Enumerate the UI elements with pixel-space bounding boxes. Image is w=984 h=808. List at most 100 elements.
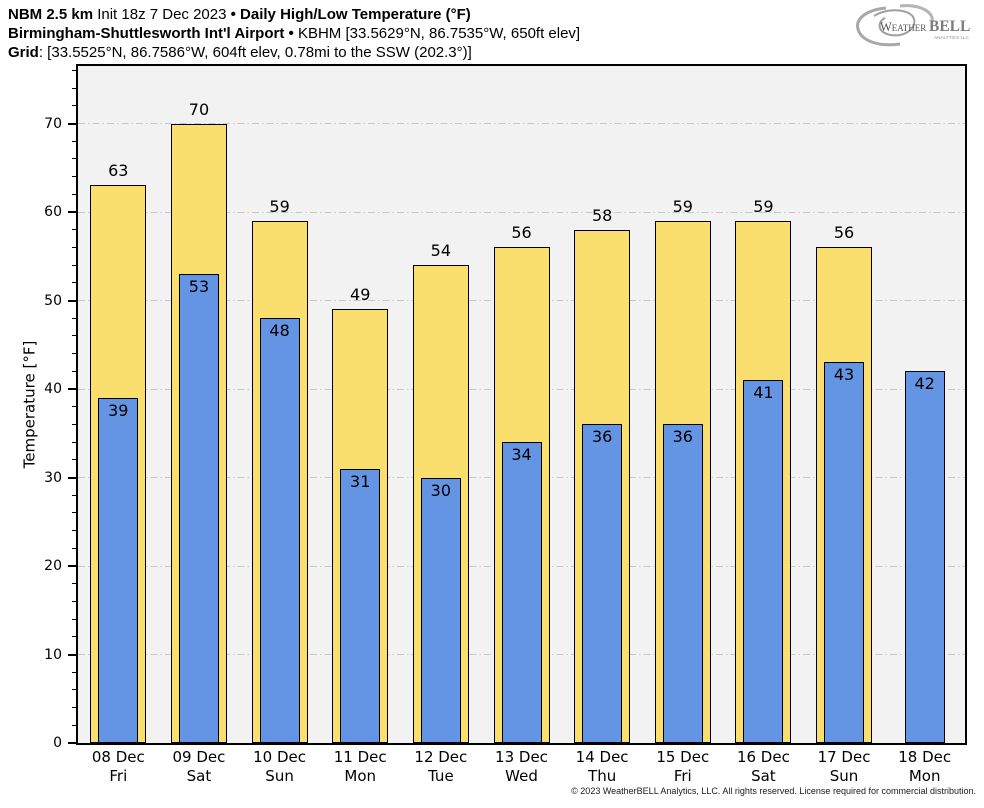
x-category-label: 16 Dec Sat [723,748,803,786]
swirl-icon [856,4,934,47]
y-minor-tick [72,229,76,231]
low-value-label: 41 [753,383,774,403]
x-label-date: 14 Dec [575,748,629,766]
x-label-day: Sat [751,767,776,785]
header-text-segment: Daily High/Low Temperature (°F) [240,6,471,23]
x-label-date: 15 Dec [656,748,710,766]
y-minor-tick [72,317,76,319]
header-text-segment: • [288,25,298,42]
x-label-date: 18 Dec [898,748,952,766]
x-category-label: 12 Dec Tue [401,748,481,786]
high-value-label: 54 [430,241,452,261]
y-minor-tick [72,158,76,160]
y-tick-label: 10 [44,646,62,663]
y-minor-tick [72,724,76,726]
y-minor-tick [72,618,76,620]
y-minor-tick [72,246,76,248]
y-tick-label: 50 [44,292,62,309]
high-value-label: 59 [269,196,290,216]
low-value-label: 48 [269,321,290,341]
y-minor-tick [72,423,76,425]
x-category-label: 10 Dec Sun [240,748,320,786]
low-bar [904,371,945,743]
y-minor-tick [72,282,76,284]
low-bar [824,362,865,743]
y-minor-tick [72,353,76,355]
y-minor-tick [72,193,76,195]
x-category-label: 18 Dec Mon [885,748,965,786]
y-minor-tick [72,87,76,89]
high-value-label: 59 [753,196,774,216]
low-bar [582,424,623,743]
y-minor-tick [72,335,76,337]
y-tick-label: 0 [53,735,62,751]
x-label-day: Wed [505,767,538,785]
y-tick-label: 60 [44,204,62,221]
x-category-label: 08 Dec Fri [78,748,158,786]
header-line-2: Birmingham-Shuttlesworth Int'l Airport •… [8,24,580,43]
y-minor-tick [72,707,76,709]
low-value-label: 42 [914,374,935,394]
low-bar [420,477,461,743]
y-major-tick [68,122,76,125]
x-label-date: 16 Dec [736,748,790,766]
low-bar [340,468,381,743]
y-minor-tick [72,530,76,532]
y-major-tick [68,388,76,390]
x-label-day: Sun [265,767,294,785]
low-bar [501,442,542,743]
header-text-segment: KBHM [33.5629°N, 86.7535°W, 650ft elev] [297,25,581,42]
y-minor-tick [72,69,76,71]
y-minor-tick [72,140,76,142]
x-label-date: 09 Dec [172,748,226,766]
low-value-label: 36 [672,427,693,447]
x-label-day: Mon [344,767,377,785]
logo-sub-text: ANALYTICS LLC [934,35,970,40]
weatherbell-logo: Weather BELL ANALYTICS LLC [856,4,970,47]
y-minor-tick [72,459,76,461]
plot-area: 63 39 70 53 59 48 49 31 54 30 56 34 58 36 59 36 59 41 56 43… [76,64,967,745]
y-major-tick [68,299,76,302]
y-major-tick [68,742,76,744]
y-minor-tick [72,547,76,549]
grid-line-70 [78,123,965,125]
high-value-label: 49 [350,285,371,305]
y-minor-tick [72,176,76,178]
high-value-label: 63 [108,161,129,181]
grid-line-60 [78,211,965,213]
y-minor-tick [72,264,76,266]
y-tick-label: 70 [44,115,62,132]
y-minor-tick [72,689,76,691]
low-value-label: 34 [511,445,532,465]
x-label-date: 13 Dec [495,748,548,766]
y-tick-label: 30 [44,469,62,486]
y-minor-tick [72,105,76,107]
x-label-day: Mon [908,767,941,785]
x-label-date: 10 Dec [253,748,307,766]
header-text-segment: : [33.5525°N, 86.7586°W, 604ft elev, 0.7… [38,44,472,61]
chart-header: NBM 2.5 km Init 18z 7 Dec 2023 • Daily H… [8,5,580,62]
header-text-segment: Birmingham-Shuttlesworth Int'l Airport [8,25,289,42]
low-value-label: 31 [350,471,371,491]
x-label-date: 17 Dec [817,748,871,766]
y-minor-tick [72,441,76,443]
header-text-segment: • [230,6,241,23]
header-line-3: Grid: [33.5525°N, 86.7586°W, 604ft elev,… [8,43,580,62]
y-major-tick [68,476,76,479]
low-bar [178,273,219,743]
x-label-day: Tue [428,767,454,785]
header-text-segment: NBM 2.5 km [8,6,98,23]
y-tick-label: 20 [44,558,62,574]
y-major-tick [68,653,76,656]
x-label-day: Sun [829,767,859,785]
low-value-label: 53 [188,276,210,296]
low-bar [259,318,300,743]
low-value-label: 36 [591,427,613,447]
header-text-segment: Init 18z 7 Dec 2023 [97,6,231,23]
header-text-segment: Grid [8,44,39,61]
footer-copyright: © 2023 WeatherBELL Analytics, LLC. All r… [571,786,976,796]
y-tick-label: 40 [44,381,62,397]
x-category-label: 14 Dec Thu [562,748,642,786]
low-value-label: 39 [108,400,129,420]
header-line-1: NBM 2.5 km Init 18z 7 Dec 2023 • Daily H… [8,5,580,24]
